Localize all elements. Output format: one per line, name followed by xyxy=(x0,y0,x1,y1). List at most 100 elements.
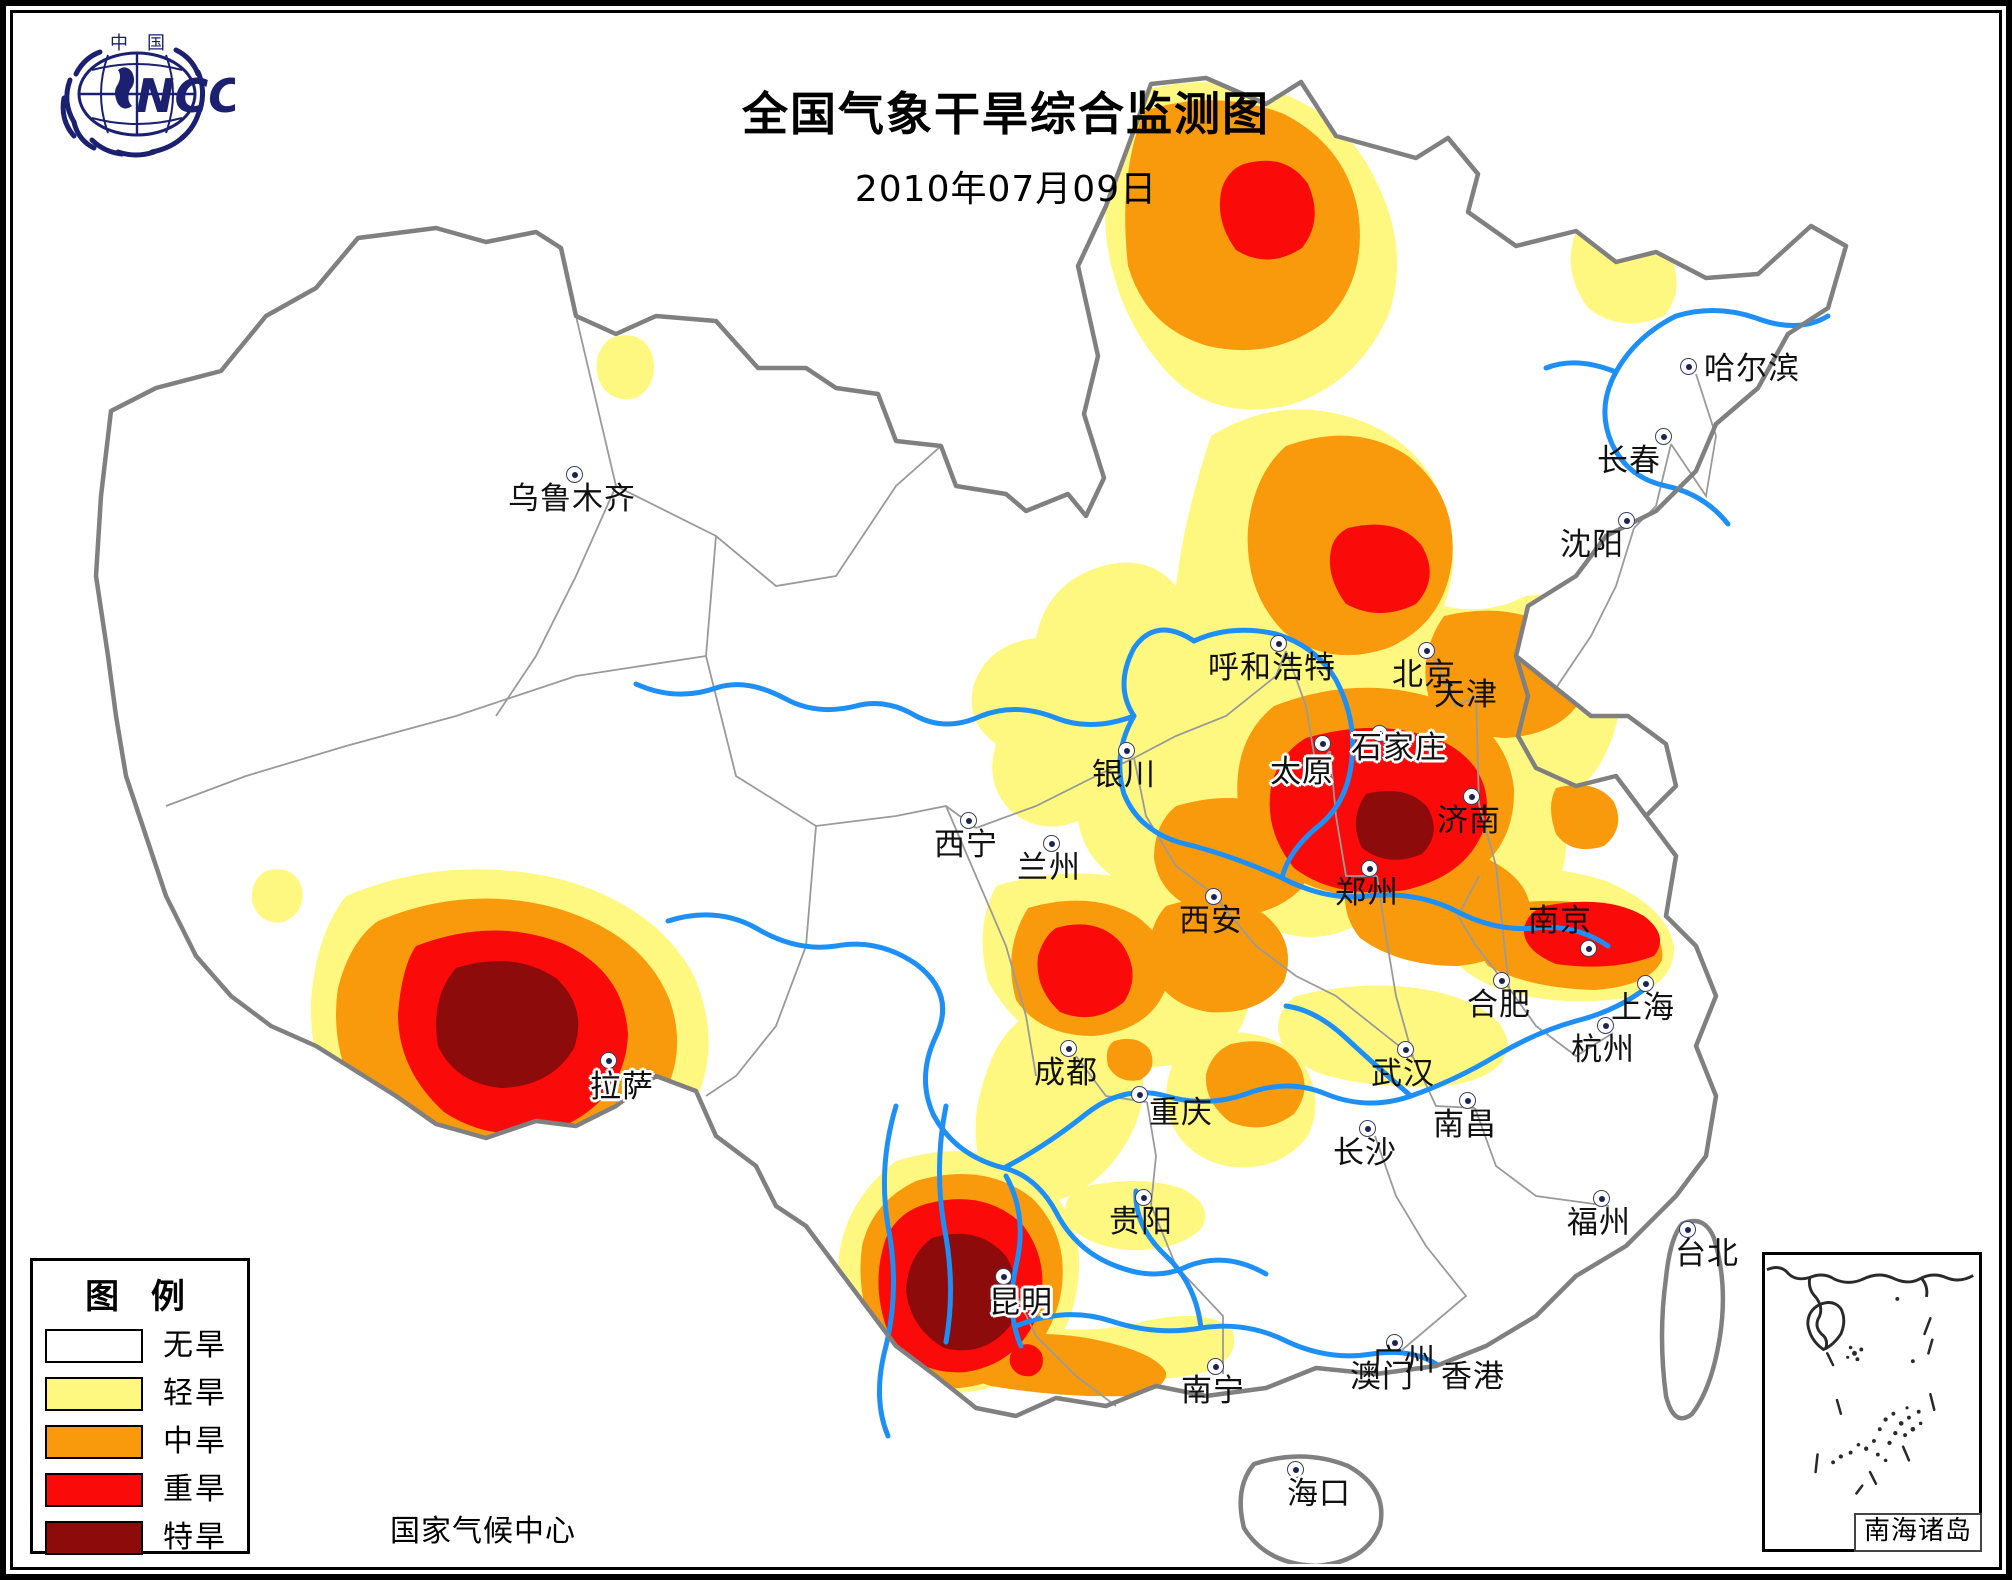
city-label: 北京 xyxy=(1392,657,1456,693)
city-label: 兰州 xyxy=(1017,850,1081,886)
china-drought-map xyxy=(16,16,1996,1564)
city-marker-icon xyxy=(1655,428,1672,445)
inset-label: 南海诸岛 xyxy=(1853,1513,1982,1552)
city-label: 济南 xyxy=(1437,803,1501,839)
city-marker-icon xyxy=(1593,1190,1610,1207)
city-label: 杭州 xyxy=(1571,1032,1635,1068)
city-marker-icon xyxy=(960,812,977,829)
inner-frame xyxy=(10,10,2002,1570)
city-label: 福州 xyxy=(1567,1205,1631,1241)
city-marker-icon xyxy=(1270,635,1287,652)
city-marker-icon xyxy=(1680,358,1697,375)
city-marker-icon xyxy=(1043,835,1060,852)
city-marker-icon xyxy=(1135,1189,1152,1206)
city-label: 合肥 xyxy=(1467,987,1531,1023)
city-marker-icon xyxy=(1118,742,1135,759)
city-marker-icon xyxy=(995,1268,1012,1285)
city-label: 西安 xyxy=(1179,903,1243,939)
province-boundaries xyxy=(165,315,1717,1407)
svg-text:NCC: NCC xyxy=(136,69,235,123)
city-label: 太原 xyxy=(1270,754,1334,790)
svg-text:中: 中 xyxy=(110,33,128,54)
city-label: 哈尔滨 xyxy=(1704,351,1800,387)
legend-row-light: 轻旱 xyxy=(33,1372,247,1416)
legend-label: 轻旱 xyxy=(163,1376,227,1411)
legend-box: 图 例 无旱 轻旱 中旱 重旱 特旱 xyxy=(30,1258,250,1555)
page-title: 全国气象干旱综合监测图 xyxy=(742,87,1270,141)
city-label: 长春 xyxy=(1597,443,1661,479)
legend-swatch xyxy=(45,1329,143,1363)
legend-swatch xyxy=(45,1473,143,1507)
city-label: 昆明 xyxy=(989,1285,1053,1321)
city-marker-icon xyxy=(1314,735,1331,752)
city-label: 台北 xyxy=(1675,1236,1739,1272)
svg-text:国: 国 xyxy=(147,33,165,54)
city-label: 天津 xyxy=(1434,677,1498,713)
city-marker-icon xyxy=(1459,1092,1476,1109)
legend-row-extreme: 特旱 xyxy=(33,1516,247,1560)
city-label: 郑州 xyxy=(1335,875,1399,911)
city-marker-icon xyxy=(1205,888,1222,905)
city-marker-icon xyxy=(1287,1461,1304,1478)
city-marker-icon xyxy=(1618,512,1635,529)
legend-label: 无旱 xyxy=(163,1328,227,1363)
city-label: 南京 xyxy=(1528,903,1592,939)
page-date: 2010年07月09日 xyxy=(854,169,1158,210)
city-label: 重庆 xyxy=(1149,1095,1213,1131)
city-label: 乌鲁木齐 xyxy=(508,481,636,517)
rivers xyxy=(633,308,1831,1439)
city-label: 银川 xyxy=(1092,757,1156,793)
legend-swatch xyxy=(45,1521,143,1555)
legend-label: 中旱 xyxy=(163,1424,227,1459)
city-label: 西宁 xyxy=(934,827,998,863)
city-marker-icon xyxy=(1679,1221,1696,1238)
legend-label: 特旱 xyxy=(163,1520,227,1555)
city-marker-icon xyxy=(566,466,583,483)
legend-label: 重旱 xyxy=(163,1472,227,1507)
city-marker-icon xyxy=(600,1052,617,1069)
city-marker-icon xyxy=(1397,1041,1414,1058)
city-label: 南昌 xyxy=(1433,1107,1497,1143)
city-label: 呼和浩特 xyxy=(1208,650,1336,686)
south-china-sea-inset: 南海诸岛 xyxy=(1762,1252,1982,1552)
city-marker-icon xyxy=(1493,972,1510,989)
city-label: 沈阳 xyxy=(1560,527,1624,563)
city-label: 石家庄 xyxy=(1351,730,1447,766)
city-label: 香港 xyxy=(1441,1359,1505,1395)
city-label: 成都 xyxy=(1034,1055,1098,1091)
national-border xyxy=(93,75,1849,1564)
city-label: 海口 xyxy=(1287,1476,1351,1512)
city-marker-icon xyxy=(1361,860,1378,877)
city-marker-icon xyxy=(1637,975,1654,992)
legend-row-no-drought: 无旱 xyxy=(33,1324,247,1368)
city-label: 广州 xyxy=(1372,1343,1436,1379)
city-label: 武汉 xyxy=(1371,1056,1435,1092)
city-label: 澳门 xyxy=(1350,1359,1414,1395)
city-marker-icon xyxy=(1418,642,1435,659)
ncc-logo: 中 国 NCC xyxy=(60,33,235,158)
city-label: 南宁 xyxy=(1181,1373,1245,1409)
city-marker-icon xyxy=(1207,1358,1224,1375)
city-marker-icon xyxy=(1131,1086,1148,1103)
legend-row-moderate: 中旱 xyxy=(33,1420,247,1464)
city-marker-icon xyxy=(1371,725,1388,742)
legend-row-severe: 重旱 xyxy=(33,1468,247,1512)
source-credit: 国家气候中心 xyxy=(390,1514,576,1549)
city-label: 长沙 xyxy=(1333,1135,1397,1171)
city-marker-icon xyxy=(1359,1120,1376,1137)
map-canvas xyxy=(16,16,1996,1564)
city-marker-icon xyxy=(1597,1017,1614,1034)
city-label: 上海 xyxy=(1611,990,1675,1026)
city-marker-icon xyxy=(1580,940,1597,957)
city-label: 贵阳 xyxy=(1109,1204,1173,1240)
city-marker-icon xyxy=(1463,788,1480,805)
city-label: 拉萨 xyxy=(590,1069,654,1105)
drought-fill-layer xyxy=(251,82,1677,1416)
drought-level-extreme xyxy=(436,791,1434,1351)
inset-map xyxy=(1765,1256,1979,1548)
city-marker-icon xyxy=(1386,1334,1403,1351)
legend-title: 图 例 xyxy=(85,1277,195,1317)
legend-swatch xyxy=(45,1425,143,1459)
